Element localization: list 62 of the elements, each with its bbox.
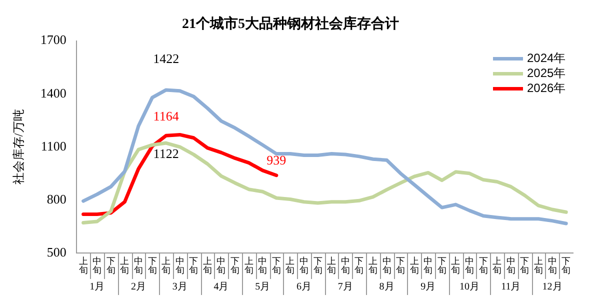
x-tick-label: 上旬 [78, 256, 88, 275]
text: 2月 [130, 282, 146, 293]
x-tick-label: 下旬 [437, 256, 446, 275]
x-tick-label: 下旬 [106, 256, 116, 275]
x-tick-label: 中旬 [548, 256, 557, 275]
x-tick-label: 下旬 [562, 256, 571, 275]
x-tick-label: 下旬 [272, 256, 281, 275]
x-tick-label: 中旬 [175, 256, 184, 275]
x-tick-label: 中旬 [382, 256, 392, 275]
x-tick-label: 中旬 [424, 256, 433, 275]
x-tick-label: 下旬 [230, 256, 240, 275]
x-tick-label: 上旬 [368, 256, 378, 275]
x-tick-label: 下旬 [354, 256, 364, 275]
x-tick-label: 中旬 [340, 256, 350, 275]
x-tick-label: 中旬 [216, 256, 226, 275]
x-tick-label: 上旬 [327, 256, 336, 275]
text: 5月 [255, 282, 270, 293]
x-tick-label: 上旬 [534, 256, 544, 275]
text: 11月 [501, 282, 521, 293]
x-tick-label: 中旬 [506, 256, 516, 275]
text: 4月 [214, 282, 229, 293]
text: 10月 [460, 282, 480, 293]
x-tick-label: 下旬 [396, 256, 406, 275]
data-label: 939 [266, 152, 286, 168]
x-tick-label: 上旬 [451, 256, 460, 275]
legend-label: 2024年 [527, 51, 566, 66]
x-tick-label: 上旬 [120, 256, 130, 275]
x-tick-label: 上旬 [244, 256, 254, 275]
x-tick-label: 下旬 [520, 256, 530, 275]
x-tick-label: 上旬 [202, 256, 212, 275]
x-tick-label: 上旬 [286, 256, 295, 275]
text: 9月 [420, 282, 436, 293]
x-tick-label: 中旬 [258, 256, 268, 275]
y-axis-title: 社会库存/万吨 [11, 109, 26, 185]
x-tick-label: 上旬 [492, 256, 502, 275]
text: 3月 [172, 282, 188, 293]
x-tick-label: 中旬 [465, 256, 474, 275]
data-label: 1164 [153, 108, 180, 124]
legend-label: 2025年 [527, 66, 566, 80]
x-tick-label: 下旬 [148, 256, 157, 275]
x-tick-label: 下旬 [189, 256, 198, 275]
text: 1月 [90, 282, 105, 293]
y-tick-label: 1400 [40, 85, 66, 100]
text: 8月 [379, 282, 394, 293]
data-label: 1422 [153, 50, 180, 66]
chart-title: 21个城市5大品种钢材社会库存合计 [182, 15, 399, 32]
text: 7月 [338, 282, 353, 293]
y-tick-label: 800 [46, 191, 66, 206]
data-label: 1122 [153, 146, 179, 161]
x-tick-label: 上旬 [410, 256, 419, 275]
x-tick-label: 中旬 [92, 256, 102, 275]
x-tick-label: 下旬 [313, 256, 322, 275]
x-tick-label: 下旬 [478, 256, 488, 275]
legend-label: 2026年 [527, 81, 566, 96]
y-tick-label: 1700 [40, 32, 66, 48]
y-tick-label: 1100 [40, 138, 66, 154]
text: 6月 [296, 282, 312, 293]
y-tick-label: 500 [46, 244, 66, 260]
x-tick-label: 上旬 [162, 256, 171, 275]
x-tick-label: 中旬 [300, 256, 309, 275]
text: 12月 [542, 282, 562, 293]
x-tick-label: 中旬 [134, 256, 143, 275]
